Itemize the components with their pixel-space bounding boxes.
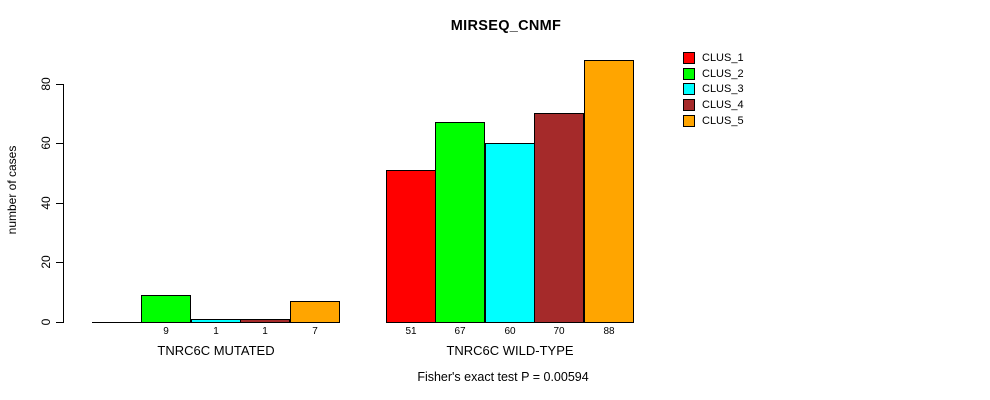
footnote: Fisher's exact test P = 0.00594 — [417, 370, 589, 384]
bar-value-label: 70 — [553, 326, 565, 337]
legend-item: CLUS_2 — [683, 67, 744, 80]
legend-swatch-icon — [683, 114, 695, 127]
legend-swatch-icon — [683, 67, 695, 80]
y-tick-label: 60 — [39, 136, 53, 150]
bar-value-label: 7 — [312, 326, 318, 337]
bar — [584, 60, 634, 323]
bar — [435, 122, 485, 323]
bar-value-label: 67 — [454, 326, 466, 337]
bar — [290, 301, 340, 323]
legend-swatch-icon — [683, 98, 695, 111]
y-tick-mark — [56, 322, 63, 323]
y-tick-label: 20 — [39, 255, 53, 269]
y-tick-mark — [56, 84, 63, 85]
y-tick-label: 0 — [39, 318, 53, 326]
bar — [141, 295, 191, 323]
legend-item: CLUS_1 — [683, 51, 744, 64]
legend-swatch-icon — [683, 51, 695, 64]
legend-item: CLUS_4 — [683, 98, 744, 111]
y-axis-label: number of cases — [5, 145, 19, 235]
legend-label: CLUS_2 — [702, 67, 744, 80]
y-tick-label: 80 — [39, 77, 53, 91]
bar-value-label: 9 — [163, 326, 169, 337]
legend-label: CLUS_5 — [702, 114, 744, 127]
bar-value-label: 1 — [262, 326, 268, 337]
y-tick-mark — [56, 203, 63, 204]
bar-value-label: 1 — [213, 326, 219, 337]
y-tick-mark — [56, 143, 63, 144]
legend-item: CLUS_3 — [683, 82, 744, 95]
x-axis-group-label: TNRC6C MUTATED — [157, 343, 275, 358]
legend-swatch-icon — [683, 82, 695, 95]
legend-item: CLUS_5 — [683, 114, 744, 127]
y-tick-label: 40 — [39, 196, 53, 210]
bar — [534, 113, 584, 323]
y-axis-line — [63, 84, 64, 323]
bar — [240, 319, 290, 323]
bar — [485, 143, 535, 323]
legend-label: CLUS_1 — [702, 51, 744, 64]
legend-label: CLUS_3 — [702, 82, 744, 95]
legend-label: CLUS_4 — [702, 98, 744, 111]
x-axis-group-label: TNRC6C WILD-TYPE — [446, 343, 574, 358]
chart-title: MIRSEQ_CNMF — [450, 18, 562, 34]
bar — [386, 170, 436, 323]
y-tick-mark — [56, 262, 63, 263]
bar-value-label: 88 — [603, 326, 615, 337]
bar-value-label: 51 — [405, 326, 417, 337]
bar — [92, 322, 142, 323]
bar — [191, 319, 241, 323]
bar-value-label: 60 — [504, 326, 516, 337]
